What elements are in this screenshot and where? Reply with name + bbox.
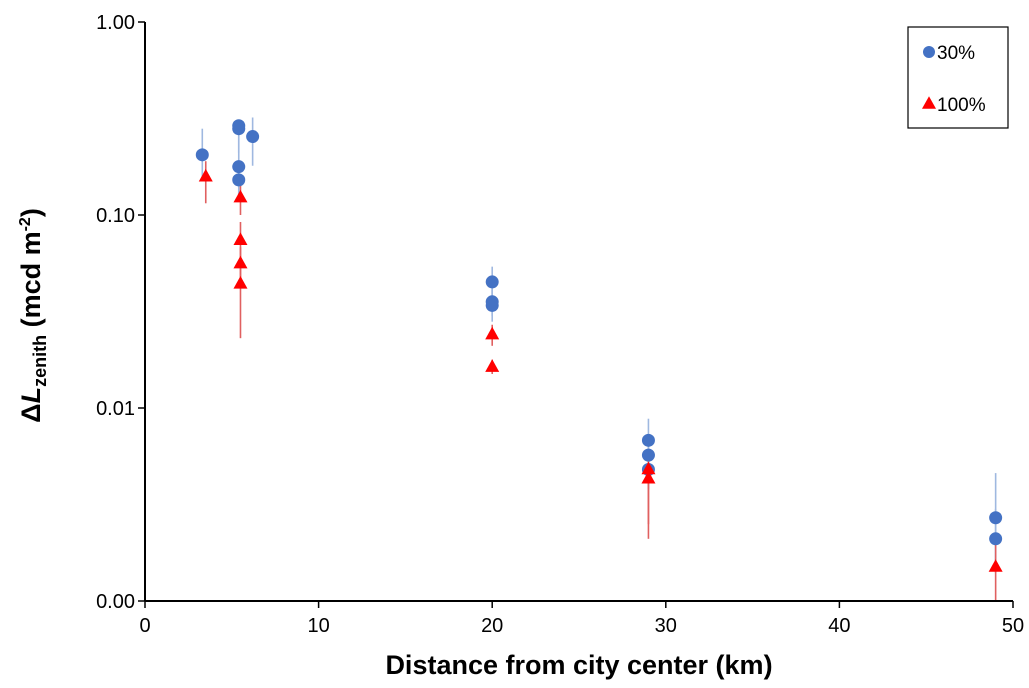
y-axis-title-subscript: zenith bbox=[30, 335, 50, 387]
data-point-30 bbox=[485, 298, 499, 312]
x-tick-label: 30 bbox=[655, 615, 677, 637]
x-tick-label: 0 bbox=[139, 615, 150, 637]
x-tick-label: 20 bbox=[481, 615, 503, 637]
x-axis-title: Distance from city center (km) bbox=[385, 650, 772, 680]
legend-box bbox=[907, 26, 1009, 129]
legend-circle-marker bbox=[923, 46, 935, 58]
x-tick-label: 40 bbox=[828, 615, 850, 637]
data-point-30 bbox=[641, 448, 655, 462]
y-axis-title-prefix: Δ bbox=[16, 403, 46, 422]
legend-label-100: 100% bbox=[937, 95, 986, 116]
axis-ticks: 0 10 20 30 40 50 0.00 0.01 0.10 1.00 bbox=[96, 12, 1024, 637]
legend-triangle-marker bbox=[922, 96, 936, 109]
y-axis-title-symbol: L bbox=[16, 387, 46, 404]
data-point-100 bbox=[485, 326, 500, 340]
y-tick-label: 0.00 bbox=[96, 591, 135, 613]
y-axis-title-unit-close: ) bbox=[16, 208, 46, 217]
y-tick-label: 0.10 bbox=[96, 205, 135, 227]
data-point-100 bbox=[641, 470, 656, 484]
axes bbox=[144, 22, 1013, 602]
data-point-30 bbox=[989, 511, 1003, 525]
y-axis-title: ΔLzenith (mcd m-2) bbox=[16, 208, 50, 423]
x-tick-label: 50 bbox=[1002, 615, 1024, 637]
data-point-100 bbox=[233, 189, 248, 203]
data-point-30 bbox=[232, 122, 246, 136]
y-axis-title-unit-exponent: -2 bbox=[17, 217, 34, 231]
data-point-100 bbox=[641, 461, 656, 475]
data-point-100 bbox=[198, 168, 213, 182]
data-point-30 bbox=[641, 433, 655, 447]
y-tick-label: 1.00 bbox=[96, 12, 135, 34]
data-point-100 bbox=[485, 359, 500, 372]
legend-label-30: 30% bbox=[937, 43, 975, 64]
x-tick-label: 10 bbox=[307, 615, 329, 637]
legend: 30% 100% bbox=[907, 26, 1009, 129]
data-point-100 bbox=[988, 559, 1003, 572]
data-point-100 bbox=[233, 276, 248, 289]
data-point-30 bbox=[989, 532, 1003, 546]
y-axis-title-unit: (mcd m bbox=[16, 231, 46, 335]
data-point-100 bbox=[233, 232, 248, 246]
data-point-30 bbox=[485, 275, 499, 289]
data-markers bbox=[195, 119, 1003, 572]
data-point-30 bbox=[195, 148, 209, 162]
data-point-100 bbox=[233, 255, 248, 269]
data-point-30 bbox=[246, 130, 260, 144]
data-point-30 bbox=[232, 160, 246, 174]
data-point-30 bbox=[232, 173, 246, 187]
error-bars bbox=[201, 117, 997, 601]
y-tick-label: 0.01 bbox=[96, 398, 135, 420]
